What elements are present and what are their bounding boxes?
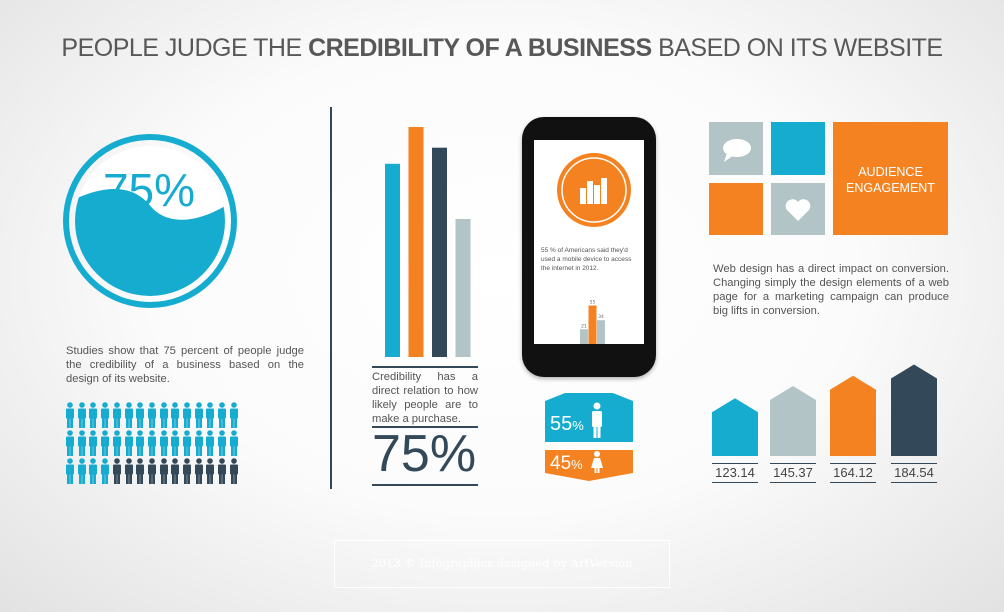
person-icon (101, 430, 110, 456)
person-icon (124, 458, 133, 484)
person-icon (159, 430, 168, 456)
house-bar (770, 386, 816, 456)
person-icon (206, 430, 215, 456)
person-icon (206, 402, 215, 428)
left-description: Studies show that 75 percent of people j… (66, 345, 304, 385)
house-value: 184.54 (891, 463, 937, 483)
person-icon (136, 430, 145, 456)
person-icon (89, 458, 98, 484)
title-pre: PEOPLE JUDGE THE (61, 34, 309, 62)
percent-circle-graphic (63, 134, 237, 308)
bar-chart-icon (557, 153, 631, 227)
person-icon (112, 458, 121, 484)
divider (372, 426, 478, 428)
mini-bar (580, 329, 588, 344)
bar (408, 127, 424, 357)
person-icon (124, 402, 133, 428)
person-icon (194, 402, 203, 428)
middle-description: Credibility has a direct relation to how… (372, 371, 478, 425)
person-icon (171, 458, 180, 484)
page-title: PEOPLE JUDGE THE CREDIBILITY OF A BUSINE… (0, 34, 1004, 63)
person-icon (101, 458, 110, 484)
divider (372, 484, 478, 486)
bar (385, 163, 400, 357)
person-icon (171, 430, 180, 456)
person-icon (112, 402, 121, 428)
person-icon (66, 402, 74, 428)
gender-badges (545, 393, 633, 481)
female-percent: 45% (550, 453, 583, 474)
right-description: Web design has a direct impact on conver… (713, 263, 949, 317)
divider (330, 107, 332, 489)
person-icon (206, 458, 215, 484)
mini-bar-label: 21 (581, 323, 587, 329)
person-icon (218, 458, 227, 484)
speech-bubble-icon (723, 139, 751, 162)
person-icon (183, 458, 191, 484)
person-icon (124, 430, 133, 456)
house-value: 145.37 (770, 463, 816, 483)
female-icon (591, 451, 603, 473)
orange-tile (709, 183, 763, 235)
house-bar (891, 364, 937, 456)
conversion-house-chart (712, 364, 937, 456)
water-fill (75, 189, 225, 296)
person-icon (218, 402, 227, 428)
title-post: BASED ON ITS WEBSITE (651, 34, 943, 62)
mini-bar (588, 305, 597, 344)
credibility-bar-chart (385, 127, 471, 357)
person-icon (229, 430, 238, 456)
person-icon (194, 458, 203, 484)
person-icon (171, 402, 180, 428)
mini-bar-label: 55 (590, 300, 596, 306)
chat-tile (709, 122, 763, 175)
heart-icon (785, 199, 811, 221)
person-icon (101, 402, 110, 428)
person-icon (77, 430, 86, 456)
person-icon (218, 430, 227, 456)
house-bar (712, 398, 758, 456)
person-icon (183, 402, 191, 428)
circle-percent: 75% (102, 164, 196, 216)
blue-tile (771, 122, 825, 175)
big-percent: 75% (372, 425, 477, 483)
house-bar (830, 375, 876, 456)
divider (372, 366, 478, 368)
person-icon (136, 458, 145, 484)
person-icon (159, 402, 168, 428)
bar (432, 147, 447, 357)
person-icon (147, 430, 156, 456)
male-percent: 55% (550, 413, 584, 435)
person-icon (136, 402, 145, 428)
mini-bar-label: 34 (598, 314, 604, 320)
person-icon (89, 430, 98, 456)
person-icon (147, 402, 156, 428)
heart-tile (771, 183, 825, 235)
phone-description: 55 % of Americans said they'd used a mob… (541, 247, 632, 272)
male-icon (592, 402, 602, 438)
male-badge (545, 393, 633, 442)
person-icon (229, 458, 238, 484)
person-icon (194, 430, 203, 456)
person-icon (66, 458, 74, 484)
person-icon (77, 402, 86, 428)
female-badge (545, 450, 633, 481)
person-icon (147, 458, 156, 484)
circle-ring (63, 134, 237, 308)
footer-credit: 2013 © Infographics designed by ArtVersi… (334, 540, 670, 588)
title-bold: CREDIBILITY OF A BUSINESS (308, 34, 652, 62)
person-icon (112, 430, 121, 456)
person-icon (89, 402, 98, 428)
mini-bar-chart: 21 55 34 (580, 300, 605, 344)
mini-bar (597, 320, 605, 344)
person-icon (229, 402, 238, 428)
person-icon (77, 458, 86, 484)
person-icon (66, 430, 74, 456)
person-icon (183, 430, 191, 456)
house-value: 164.12 (830, 463, 876, 483)
bar (455, 219, 471, 357)
house-value: 123.14 (712, 463, 758, 483)
audience-engagement-tile: AUDIENCE ENGAGEMENT (833, 122, 948, 235)
person-icon (159, 458, 168, 484)
